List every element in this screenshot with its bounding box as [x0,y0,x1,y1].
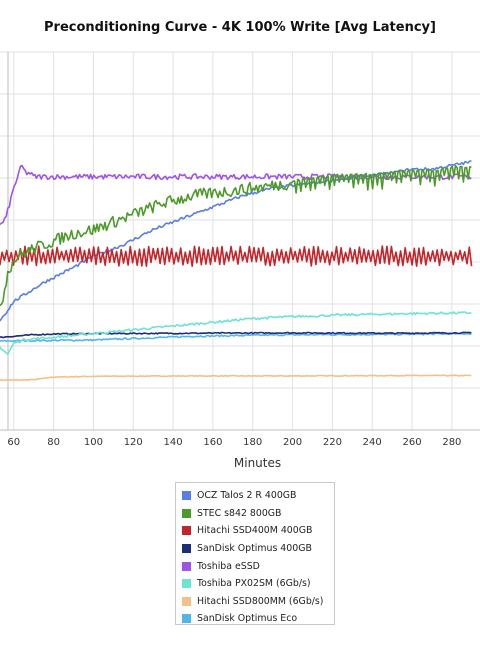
series-line [0,160,472,322]
legend-swatch [182,596,191,606]
chart-title: Preconditioning Curve - 4K 100% Write [A… [44,20,436,35]
x-tick-label: 260 [403,437,422,448]
legend-item[interactable]: Toshiba eSSD [182,557,334,575]
x-tick-label: 60 [7,437,20,448]
chart-legend: OCZ Talos 2 R 400GB STEC s842 800GB Hitach… [175,482,335,625]
legend-label: SanDisk Optimus 400GB [197,543,312,555]
legend-item[interactable]: Toshiba PX02SM (6Gb/s) [182,575,334,593]
legend-item[interactable]: STEC s842 800GB [182,505,334,523]
series-line [0,374,472,382]
x-tick-label: 100 [84,437,103,448]
legend-swatch [182,544,191,554]
x-tick-label: 220 [323,437,342,448]
legend-item[interactable]: SanDisk Optimus 400GB [182,540,334,558]
x-tick-label: 140 [164,437,183,448]
legend-label: STEC s842 800GB [197,507,282,519]
legend-label: Toshiba PX02SM (6Gb/s) [197,578,311,590]
chart-plot-area: 60 80 100 120 140 160 180 200 220 240 260 280 [0,51,480,448]
legend-swatch [182,508,191,518]
legend-swatch [182,526,191,536]
x-axis-label: Minutes [233,456,282,470]
legend-swatch [182,614,191,624]
legend-item[interactable]: Hitachi SSD800MM (6Gb/s) [182,593,334,611]
x-tick-label: 240 [363,437,382,448]
series-line [0,311,472,356]
legend-item[interactable]: Hitachi SSD400M 400GB [182,522,334,540]
legend-label: Hitachi SSD400M 400GB [197,525,313,537]
x-tick-label: 200 [283,437,302,448]
x-tick-label: 180 [243,437,262,448]
legend-label: Toshiba eSSD [197,560,260,572]
legend-swatch [182,561,191,571]
legend-label: OCZ Talos 2 R 400GB [197,490,297,502]
legend-item[interactable]: OCZ Talos 2 R 400GB [182,487,334,505]
series-line [0,165,472,307]
x-tick-label: 280 [442,437,461,448]
legend-swatch [182,491,191,501]
legend-label: Hitachi SSD800MM (6Gb/s) [197,595,324,607]
legend-swatch [182,579,191,589]
legend-item[interactable]: SanDisk Optimus Eco [182,610,334,628]
x-tick-label: 160 [203,437,222,448]
x-tick-label: 120 [124,437,143,448]
series-line [0,245,473,267]
x-tick-label: 80 [47,437,60,448]
series-line [0,331,472,339]
legend-label: SanDisk Optimus Eco [197,613,298,625]
